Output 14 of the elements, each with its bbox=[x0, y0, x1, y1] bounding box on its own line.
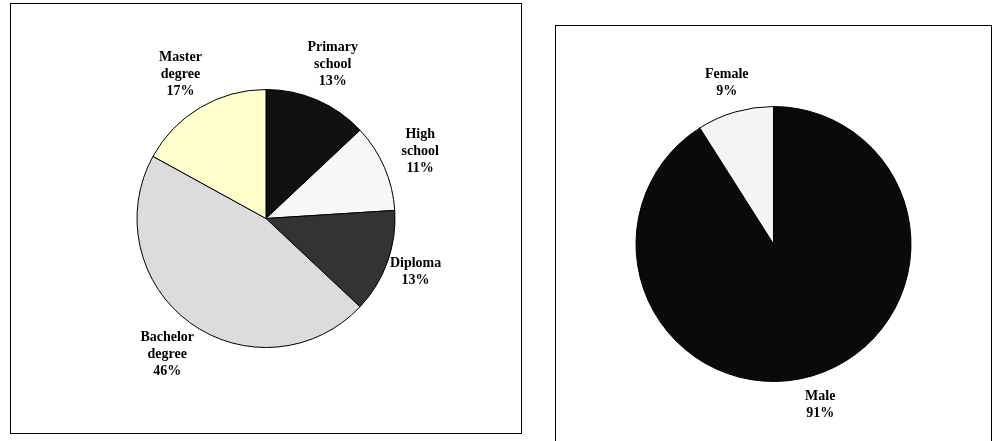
slice-label: High school bbox=[401, 126, 439, 159]
data-label: 91% bbox=[806, 404, 835, 420]
slice-label: Bachelor degree bbox=[140, 329, 195, 362]
data-label: 13% bbox=[401, 272, 430, 288]
data-label: 13% bbox=[318, 72, 347, 88]
data-label: 17% bbox=[166, 82, 195, 98]
slice-label: Female bbox=[705, 66, 749, 82]
data-label: 9% bbox=[716, 83, 738, 99]
slice-label: Primary school bbox=[307, 38, 358, 71]
slice-label: Diploma bbox=[389, 255, 442, 271]
slice-label: Master degree bbox=[159, 48, 202, 81]
data-label: 46% bbox=[153, 363, 182, 379]
data-label: 11% bbox=[406, 160, 434, 176]
slice-label: Male bbox=[805, 387, 836, 403]
